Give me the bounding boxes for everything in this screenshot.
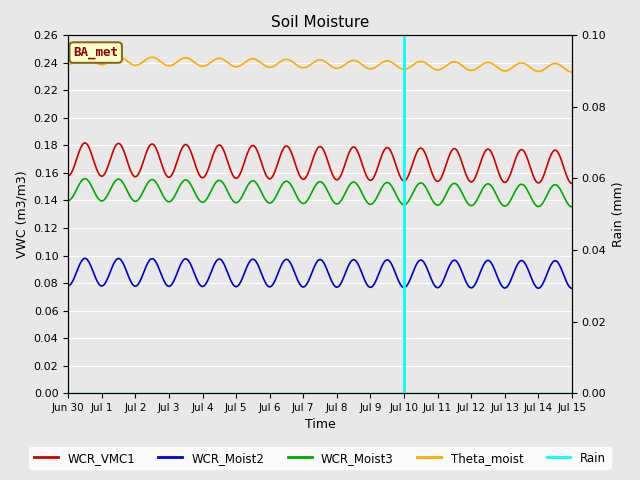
Y-axis label: Rain (mm): Rain (mm): [612, 181, 625, 247]
Title: Soil Moisture: Soil Moisture: [271, 15, 369, 30]
X-axis label: Time: Time: [305, 419, 335, 432]
Text: BA_met: BA_met: [73, 46, 118, 59]
Legend: WCR_VMC1, WCR_Moist2, WCR_Moist3, Theta_moist, Rain: WCR_VMC1, WCR_Moist2, WCR_Moist3, Theta_…: [29, 447, 611, 469]
Y-axis label: VWC (m3/m3): VWC (m3/m3): [15, 170, 28, 258]
